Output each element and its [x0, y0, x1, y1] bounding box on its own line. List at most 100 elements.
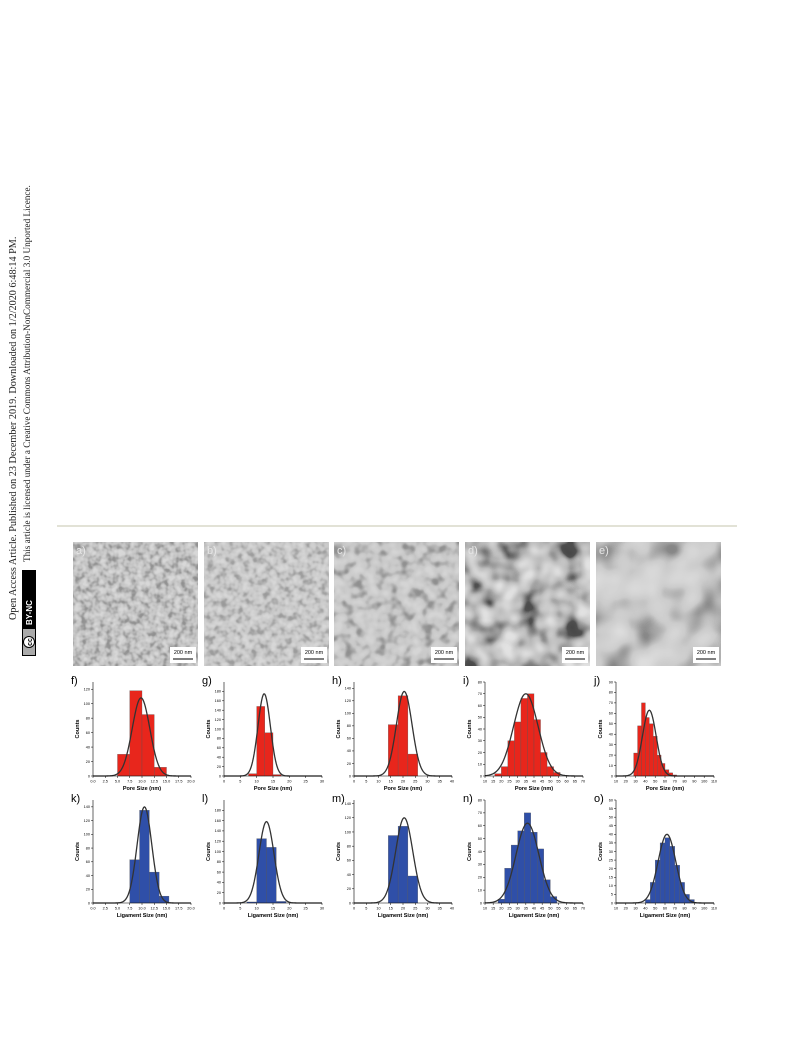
x-tick-label: 40	[532, 780, 536, 784]
badge-circle	[23, 636, 35, 648]
y-tick-label: 50	[478, 837, 482, 841]
y-tick-label: 30	[478, 863, 482, 867]
scale-bar-label: 200 nm	[566, 650, 585, 656]
x-tick-label: 20	[287, 907, 291, 911]
x-tick-label: 70	[581, 780, 585, 784]
bar	[645, 899, 651, 904]
scale-bar-label: 200 nm	[435, 650, 454, 656]
y-axis-label: Counts	[467, 720, 473, 739]
x-tick-label: 2.5	[103, 780, 108, 784]
x-tick-label: 10.0	[138, 780, 145, 784]
bar	[139, 810, 150, 904]
x-tick-label: 15.0	[163, 780, 170, 784]
bar	[248, 773, 257, 777]
x-tick-label: 35	[438, 907, 442, 911]
panel-label: m)	[332, 793, 345, 805]
bar	[256, 706, 265, 777]
y-tick-label: 60	[217, 746, 221, 750]
license-line: This article is licensed under a Creativ…	[22, 185, 32, 562]
badge-text: BY-NC	[25, 600, 34, 625]
x-tick-label: 10	[376, 907, 380, 911]
y-tick-label: 80	[347, 724, 351, 728]
x-tick-label: 40	[643, 780, 647, 784]
bar	[501, 766, 509, 777]
y-tick-label: 100	[84, 833, 90, 837]
sem-image	[596, 542, 721, 666]
panel-label: o)	[594, 793, 604, 805]
y-tick-label: 80	[347, 844, 351, 848]
y-axis-label: Counts	[336, 842, 342, 861]
x-tick-label: 35	[438, 780, 442, 784]
y-tick-label: 10	[478, 763, 482, 767]
y-tick-label: 160	[215, 699, 221, 703]
x-axis-label: Pore Size (nm)	[515, 786, 553, 792]
x-tick-label: 20	[499, 907, 503, 911]
y-tick-label: 30	[609, 850, 613, 854]
y-tick-label: 10	[478, 888, 482, 892]
y-tick-label: 80	[609, 691, 613, 695]
panel-label: h)	[332, 675, 342, 687]
x-axis-label: Ligament Size (nm)	[640, 913, 691, 919]
y-tick-label: 50	[609, 722, 613, 726]
x-tick-label: 15	[271, 907, 275, 911]
y-tick-label: 20	[609, 753, 613, 757]
y-tick-label: 0	[480, 901, 482, 905]
y-tick-label: 40	[86, 874, 90, 878]
cc-badge: cc BY-NC	[22, 570, 36, 656]
x-tick-label: 15	[491, 907, 495, 911]
y-tick-label: 0	[88, 774, 90, 778]
x-tick-label: 55	[556, 907, 560, 911]
x-tick-label: 20.0	[187, 907, 194, 911]
x-tick-label: 30	[320, 780, 324, 784]
sem-image	[204, 542, 329, 666]
x-tick-label: 30	[633, 780, 637, 784]
x-tick-label: 35	[524, 780, 528, 784]
y-tick-label: 100	[345, 712, 351, 716]
y-tick-label: 50	[478, 716, 482, 720]
y-axis-label: Counts	[206, 842, 212, 861]
x-tick-label: 65	[573, 907, 577, 911]
y-tick-label: 80	[478, 798, 482, 802]
y-tick-label: 140	[215, 829, 221, 833]
x-axis-label: Pore Size (nm)	[384, 786, 422, 792]
x-tick-label: 5	[239, 907, 241, 911]
x-tick-label: 110	[711, 780, 717, 784]
bar	[664, 837, 671, 904]
y-axis-label: Counts	[336, 720, 342, 739]
scale-bar-label: 200 nm	[697, 650, 716, 656]
panel-label: c)	[337, 545, 346, 557]
bar	[645, 717, 650, 777]
scale-bar-label: 200 nm	[305, 650, 324, 656]
x-tick-label: 65	[573, 780, 577, 784]
y-tick-label: 40	[347, 749, 351, 753]
y-tick-label: 20	[347, 887, 351, 891]
x-tick-label: 40	[643, 907, 647, 911]
x-tick-label: 0.0	[90, 780, 95, 784]
x-tick-label: 70	[673, 780, 677, 784]
x-tick-label: 70	[673, 907, 677, 911]
bar	[514, 721, 522, 777]
x-tick-label: 0	[223, 780, 225, 784]
x-tick-label: 45	[540, 780, 544, 784]
y-tick-label: 70	[478, 811, 482, 815]
x-tick-label: 30	[425, 907, 429, 911]
x-tick-label: 0	[353, 780, 355, 784]
y-tick-label: 40	[609, 833, 613, 837]
x-tick-label: 50	[653, 780, 657, 784]
y-tick-label: 20	[478, 751, 482, 755]
sem-image	[465, 542, 590, 666]
x-tick-label: 50	[653, 907, 657, 911]
sem-image	[73, 542, 198, 666]
y-tick-label: 140	[215, 709, 221, 713]
bar	[407, 875, 418, 904]
panel-label: g)	[202, 675, 212, 687]
x-tick-label: 20	[287, 780, 291, 784]
x-tick-label: 15	[491, 780, 495, 784]
bar	[256, 838, 267, 904]
y-tick-label: 80	[217, 860, 221, 864]
x-tick-label: 10	[483, 907, 487, 911]
x-tick-label: 0	[353, 907, 355, 911]
x-tick-label: 80	[682, 780, 686, 784]
y-tick-label: 20	[217, 891, 221, 895]
bar	[649, 723, 654, 777]
